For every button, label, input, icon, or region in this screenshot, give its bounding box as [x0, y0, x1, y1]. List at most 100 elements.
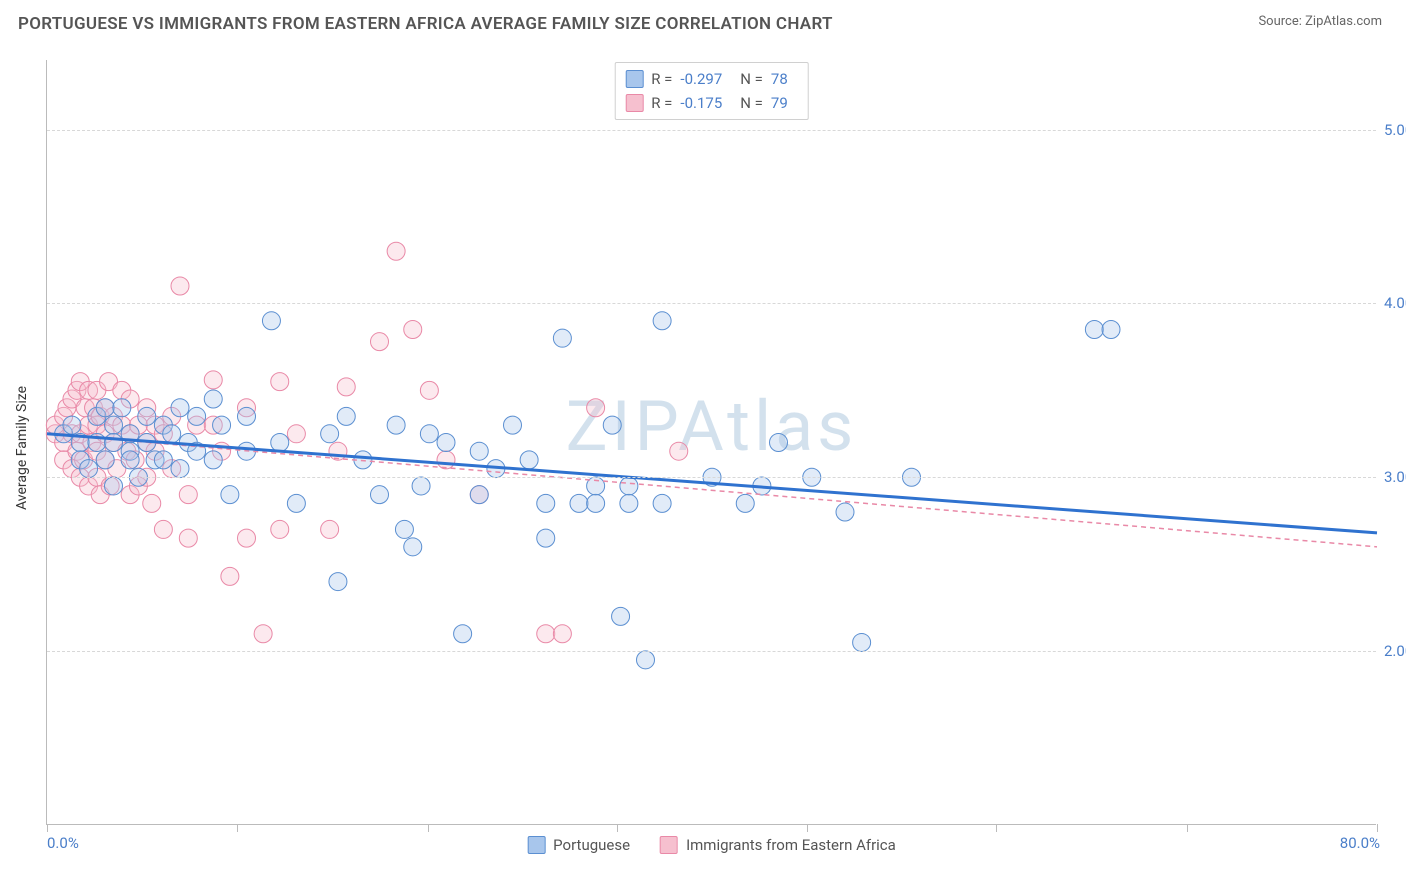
data-point [653, 494, 671, 512]
data-point [387, 242, 405, 260]
data-point [271, 520, 289, 538]
data-point [470, 486, 488, 504]
legend-label-2: Immigrants from Eastern Africa [686, 836, 896, 854]
xtick [428, 824, 429, 832]
data-point [653, 312, 671, 330]
ytick-label: 5.00 [1384, 121, 1406, 139]
data-point [238, 407, 256, 425]
data-point [204, 451, 222, 469]
data-point [271, 373, 289, 391]
xtick [996, 824, 997, 832]
data-point [570, 494, 588, 512]
data-point [121, 451, 139, 469]
data-point [420, 381, 438, 399]
data-point [1102, 320, 1120, 338]
data-point [337, 407, 355, 425]
data-point [154, 451, 172, 469]
gridline [47, 651, 1376, 652]
trend-line [47, 434, 1377, 533]
x-min-label: 0.0% [47, 834, 79, 852]
data-point [143, 494, 161, 512]
data-point [105, 477, 123, 495]
legend-row-series1: R = -0.297 N = 78 [625, 67, 798, 91]
swatch-series2-b [660, 836, 678, 854]
data-point [371, 486, 389, 504]
data-point [221, 486, 239, 504]
y-axis-label: Average Family Size [14, 386, 30, 510]
swatch-series2 [625, 94, 643, 112]
data-point [138, 407, 156, 425]
data-point [587, 494, 605, 512]
gridline [47, 303, 1376, 304]
data-point [387, 416, 405, 434]
n-label: N = [740, 67, 763, 91]
data-point [553, 625, 571, 643]
n-label: N = [740, 91, 763, 115]
xtick [617, 824, 618, 832]
data-point [337, 378, 355, 396]
scatter-svg [47, 60, 1376, 824]
data-point [262, 312, 280, 330]
gridline [47, 130, 1376, 131]
data-point [437, 434, 455, 452]
data-point [620, 477, 638, 495]
data-point [395, 520, 413, 538]
data-point [221, 567, 239, 585]
series-legend: Portuguese Immigrants from Eastern Afric… [527, 836, 896, 854]
data-point [204, 390, 222, 408]
data-point [1085, 320, 1103, 338]
data-point [404, 320, 422, 338]
data-point [105, 434, 123, 452]
data-point [520, 451, 538, 469]
data-point [96, 399, 114, 417]
source-name: ZipAtlas.com [1305, 14, 1382, 29]
data-point [637, 651, 655, 669]
data-point [620, 494, 638, 512]
data-point [238, 529, 256, 547]
correlation-legend: R = -0.297 N = 78 R = -0.175 N = 79 [614, 62, 809, 120]
data-point [80, 460, 98, 478]
data-point [603, 416, 621, 434]
data-point [770, 434, 788, 452]
xtick [47, 824, 48, 832]
data-point [204, 371, 222, 389]
legend-row-series2: R = -0.175 N = 79 [625, 91, 798, 115]
data-point [63, 416, 81, 434]
data-point [836, 503, 854, 521]
data-point [113, 399, 131, 417]
data-point [553, 329, 571, 347]
data-point [420, 425, 438, 443]
data-point [537, 625, 555, 643]
data-point [171, 277, 189, 295]
data-point [404, 538, 422, 556]
ytick-label: 2.00 [1384, 642, 1406, 660]
data-point [96, 451, 114, 469]
data-point [412, 477, 430, 495]
chart-title: PORTUGUESE VS IMMIGRANTS FROM EASTERN AF… [18, 14, 833, 34]
xtick [237, 824, 238, 832]
data-point [537, 494, 555, 512]
data-point [321, 520, 339, 538]
r-value-2: -0.175 [680, 91, 722, 115]
data-point [271, 434, 289, 452]
data-point [154, 520, 172, 538]
data-point [321, 425, 339, 443]
r-value-1: -0.297 [680, 67, 722, 91]
source-attribution: Source: ZipAtlas.com [1258, 14, 1382, 29]
r-label: R = [651, 91, 672, 115]
data-point [670, 442, 688, 460]
data-point [612, 607, 630, 625]
data-point [105, 416, 123, 434]
data-point [470, 442, 488, 460]
data-point [179, 486, 197, 504]
swatch-series1-b [527, 836, 545, 854]
data-point [371, 333, 389, 351]
x-max-label: 80.0% [1340, 834, 1380, 852]
xtick [807, 824, 808, 832]
n-value-2: 79 [771, 91, 788, 115]
data-point [587, 399, 605, 417]
data-point [329, 442, 347, 460]
data-point [171, 399, 189, 417]
legend-label-1: Portuguese [553, 836, 630, 854]
data-point [163, 425, 181, 443]
